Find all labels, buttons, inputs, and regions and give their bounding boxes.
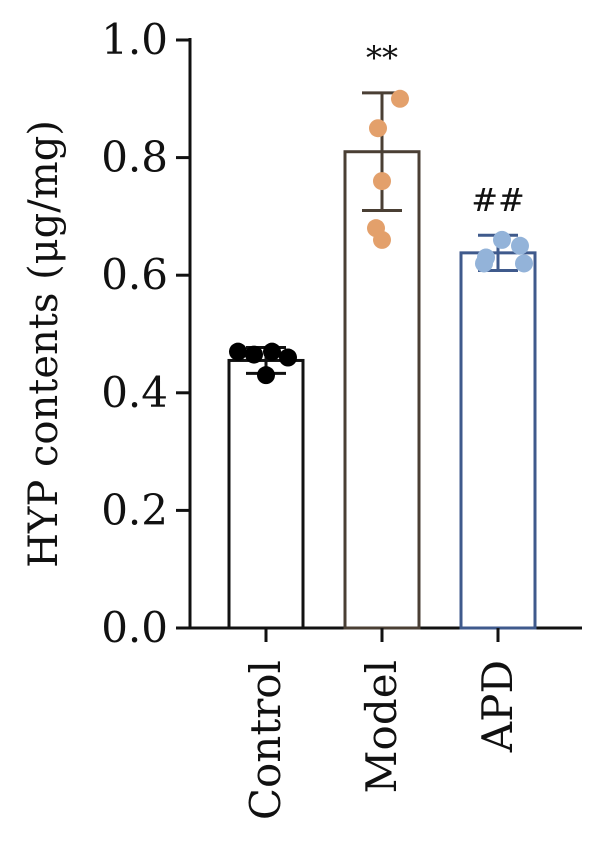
y-tick-label: 0.2 (101, 485, 168, 534)
data-point (263, 342, 281, 361)
data-point (493, 230, 511, 249)
bar-control (227, 358, 305, 630)
bar-apd (459, 251, 537, 630)
data-point (257, 366, 275, 385)
data-point (373, 172, 391, 191)
significance-marker: ** (366, 39, 398, 77)
y-tick-label: 0.8 (101, 133, 168, 182)
y-tick-label: 0.6 (101, 250, 168, 299)
y-tick-label: 0.4 (101, 368, 168, 417)
plot-area: 0.0 0.2 0.4 0.6 0.8 1.0 Control Model ** APD ## (101, 15, 582, 820)
data-point (475, 254, 493, 273)
data-point (391, 89, 409, 108)
x-tick-label-model: Model (357, 660, 406, 793)
y-tick-label: 1.0 (101, 15, 168, 64)
data-point (511, 236, 529, 255)
data-point (369, 119, 387, 138)
x-tick-label-apd: APD (473, 660, 522, 753)
data-point (229, 342, 247, 361)
y-tick-label: 0.0 (101, 603, 168, 652)
data-point (245, 345, 263, 364)
significance-marker: ## (471, 181, 525, 219)
y-axis-label: HYP contents (μg/mg) (21, 120, 67, 568)
x-tick-label-control: Control (241, 660, 290, 820)
data-point (515, 254, 533, 273)
data-point (279, 348, 297, 367)
data-point (373, 230, 391, 249)
